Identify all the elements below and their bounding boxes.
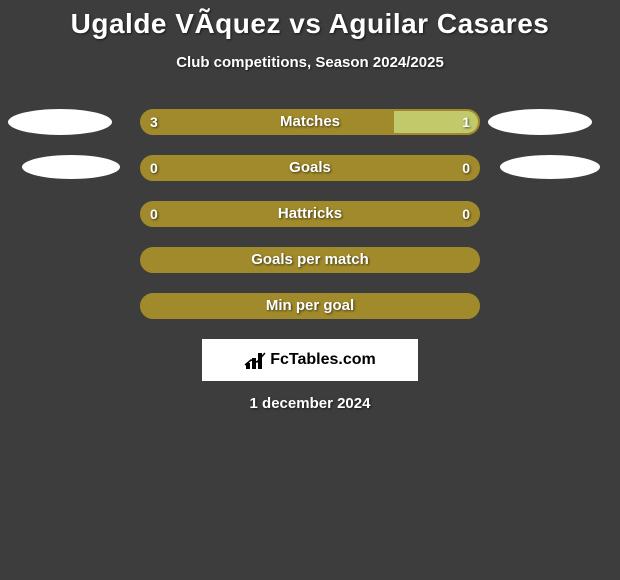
- bar-left-fill: [142, 111, 394, 133]
- bar-left-fill: [142, 295, 478, 317]
- bar-track: [140, 109, 480, 135]
- player-ellipse-right: [500, 155, 600, 179]
- stat-row-goals: Goals00: [0, 155, 620, 181]
- bar-chart-icon: [244, 351, 266, 369]
- bar-track: [140, 201, 480, 227]
- bar-left-fill: [142, 249, 478, 271]
- comparison-infographic: Ugalde VÃquez vs Aguilar Casares Club co…: [0, 0, 620, 580]
- stat-row-goals_per_match: Goals per match: [0, 247, 620, 273]
- page-subtitle: Club competitions, Season 2024/2025: [0, 54, 620, 71]
- fctables-logo: FcTables.com: [202, 339, 418, 381]
- date-label: 1 december 2024: [0, 395, 620, 412]
- player-ellipse-left: [22, 155, 120, 179]
- bar-track: [140, 247, 480, 273]
- logo-text: FcTables.com: [270, 351, 376, 369]
- stat-row-hattricks: Hattricks00: [0, 201, 620, 227]
- bar-left-fill: [142, 157, 478, 179]
- bar-track: [140, 155, 480, 181]
- page-title: Ugalde VÃquez vs Aguilar Casares: [0, 0, 620, 40]
- stat-rows: Matches31 Goals00 Hattricks00 Goals per mat…: [0, 109, 620, 319]
- stat-row-matches: Matches31: [0, 109, 620, 135]
- bar-left-fill: [142, 203, 478, 225]
- player-ellipse-left: [8, 109, 112, 135]
- player-ellipse-right: [488, 109, 592, 135]
- stat-row-min_per_goal: Min per goal: [0, 293, 620, 319]
- bar-track: [140, 293, 480, 319]
- bar-right-fill: [394, 111, 478, 133]
